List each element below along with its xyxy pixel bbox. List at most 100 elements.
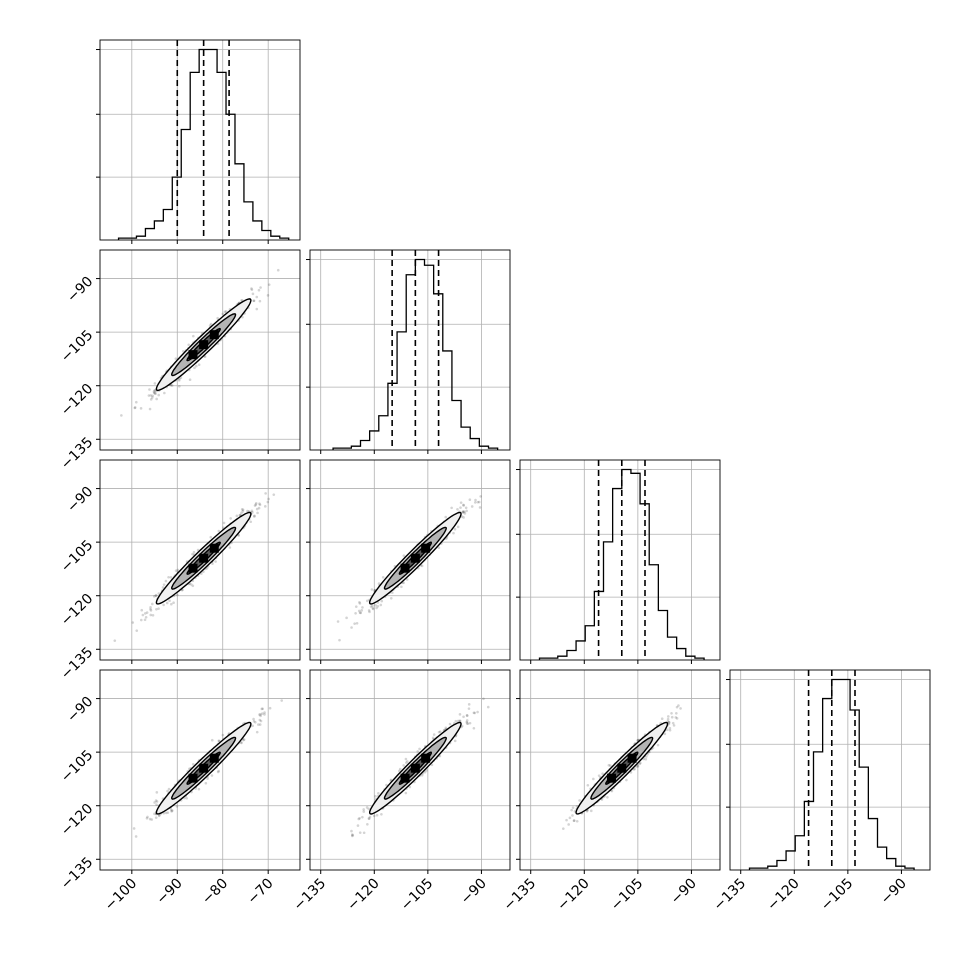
- panel-frame: [519, 669, 721, 871]
- panel-content: [100, 670, 300, 870]
- scatter-point: [153, 389, 156, 392]
- scatter-point: [249, 520, 253, 524]
- scatter-point: [358, 831, 362, 834]
- scatter-point: [250, 509, 254, 513]
- scatter-point: [267, 497, 270, 501]
- scatter-point: [155, 803, 158, 806]
- scatter-point: [157, 814, 161, 818]
- scatter-point: [170, 602, 173, 606]
- x-tick-label: −135: [291, 876, 330, 915]
- scatter-point: [361, 815, 364, 819]
- scatter-point: [174, 357, 178, 360]
- scatter-point: [439, 730, 442, 733]
- scatter-point: [597, 774, 601, 777]
- scatter-point: [166, 811, 170, 814]
- scatter-point: [463, 510, 466, 514]
- scatter-point: [152, 390, 156, 394]
- panel-content: [100, 40, 300, 240]
- scatter-point: [565, 818, 568, 822]
- scatter-point: [149, 605, 152, 609]
- scatter-point: [589, 809, 593, 813]
- scatter-point: [153, 391, 157, 395]
- scatter-point: [261, 712, 264, 715]
- scatter-point: [570, 808, 573, 812]
- scatter-point: [259, 714, 262, 718]
- scatter-point: [371, 604, 374, 608]
- scatter-point: [258, 299, 262, 303]
- scatter-point: [380, 599, 384, 603]
- scatter-point: [222, 521, 226, 525]
- scatter-point: [571, 814, 574, 817]
- scatter-point: [365, 806, 369, 809]
- scatter-point: [141, 613, 145, 617]
- x-tick-label: −90: [878, 876, 910, 908]
- scatter-point: [406, 760, 409, 763]
- scatter-point: [133, 406, 137, 410]
- scatter-point: [217, 739, 221, 743]
- scatter-point: [672, 724, 676, 727]
- scatter-point: [437, 546, 441, 550]
- scatter-point: [132, 827, 136, 830]
- scatter-point: [671, 721, 675, 725]
- scatter-point: [381, 575, 385, 579]
- scatter-point: [148, 388, 151, 391]
- scatter-point: [656, 743, 660, 747]
- scatter-point: [600, 798, 604, 801]
- scatter-point: [210, 738, 214, 742]
- scatter-point: [374, 603, 377, 607]
- panel-frame: [309, 249, 511, 451]
- scatter-point: [355, 621, 359, 625]
- scatter-point: [193, 366, 196, 370]
- scatter-point: [255, 507, 259, 511]
- scatter-point: [607, 763, 611, 767]
- scatter-point: [369, 605, 373, 608]
- scatter-point: [240, 299, 243, 302]
- scatter-point: [169, 575, 173, 579]
- scatter-point: [398, 767, 402, 771]
- scatter-point: [679, 707, 682, 710]
- scatter-point: [452, 531, 455, 535]
- scatter-point: [211, 562, 214, 565]
- x-tick-label: −120: [554, 876, 593, 915]
- scatter-point: [453, 527, 457, 531]
- scatter-point: [251, 511, 254, 514]
- scatter-point: [196, 548, 200, 552]
- scatter-point: [152, 391, 156, 395]
- scatter-point: [154, 816, 158, 819]
- scatter-point: [261, 707, 264, 711]
- scatter-point: [610, 789, 614, 793]
- histogram-step: [332, 258, 499, 450]
- scatter-point: [161, 586, 165, 589]
- scatter-point: [170, 384, 174, 387]
- scatter-point: [263, 713, 266, 716]
- scatter-point: [155, 397, 158, 401]
- density-core: [199, 763, 209, 773]
- density-core: [209, 543, 219, 553]
- scatter-point: [357, 609, 361, 613]
- scatter-point: [258, 503, 262, 507]
- scatter-point: [585, 809, 589, 813]
- scatter-point: [425, 769, 428, 772]
- panel-0-0: [96, 39, 301, 244]
- scatter-point: [240, 508, 244, 511]
- panel-frame: [99, 39, 301, 241]
- panel-content: [100, 460, 300, 660]
- scatter-point: [131, 621, 135, 624]
- scatter-point: [465, 719, 469, 722]
- scatter-point: [350, 833, 354, 836]
- scatter-point: [636, 765, 640, 768]
- y-tick-label: −120: [58, 801, 97, 840]
- scatter-point: [155, 791, 159, 794]
- scatter-point: [162, 603, 165, 607]
- scatter-point: [404, 791, 408, 795]
- scatter-point: [154, 594, 158, 598]
- scatter-point: [241, 508, 245, 512]
- scatter-point: [238, 513, 242, 517]
- scatter-point: [675, 705, 679, 709]
- scatter-point: [667, 722, 671, 726]
- scatter-point: [350, 834, 354, 838]
- scatter-point: [375, 606, 378, 610]
- scatter-point: [358, 602, 362, 605]
- scatter-point: [221, 312, 225, 316]
